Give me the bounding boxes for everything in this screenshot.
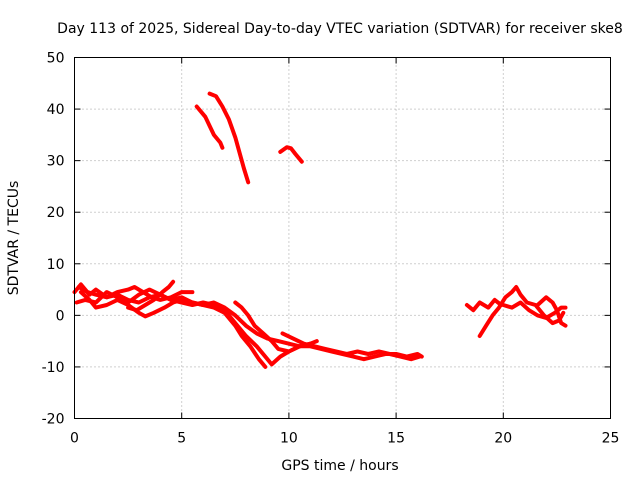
x-tick-label: 5 <box>177 431 186 447</box>
y-tick-label: 0 <box>56 308 65 324</box>
x-axis-title: GPS time / hours <box>281 458 398 474</box>
series-trace-10 <box>280 331 422 362</box>
series-trace-11 <box>464 297 504 313</box>
series-layer <box>72 91 568 369</box>
x-tick-label: 10 <box>280 431 298 447</box>
y-tick-label: 20 <box>47 205 65 221</box>
series-trace-1 <box>194 104 225 150</box>
series-trace-6 <box>78 290 268 369</box>
y-tick-label: -10 <box>42 360 65 376</box>
plot-frame <box>74 57 611 419</box>
y-tick-label: 30 <box>47 154 65 170</box>
y-tick-label: 50 <box>47 51 65 67</box>
chart-title: Day 113 of 2025, Sidereal Day-to-day VTE… <box>57 21 623 37</box>
series-trace-9 <box>233 300 313 354</box>
grid-layer <box>74 57 611 419</box>
series-trace-3 <box>278 145 304 164</box>
series-trace-7 <box>76 285 195 302</box>
series-trace-4 <box>72 282 424 362</box>
series-trace-8 <box>126 279 176 313</box>
y-tick-label: -20 <box>42 412 65 428</box>
x-tick-label: 15 <box>387 431 405 447</box>
x-tick-label: 25 <box>602 431 620 447</box>
series-trace-12 <box>477 285 566 338</box>
x-tick-label: 0 <box>70 431 79 447</box>
x-tick-label: 20 <box>494 431 512 447</box>
series-trace-14 <box>535 295 568 328</box>
y-tick-label: 10 <box>47 257 65 273</box>
y-tick-label: 40 <box>47 102 65 118</box>
y-axis-title: SDTVAR / TECUs <box>6 181 22 296</box>
series-trace-13 <box>501 300 568 320</box>
tick-layer: 0 5 10 15 20 25 -20 -10 0 10 20 30 40 50 <box>42 51 620 447</box>
series-trace-2 <box>207 91 251 185</box>
series-trace-5 <box>74 287 319 367</box>
